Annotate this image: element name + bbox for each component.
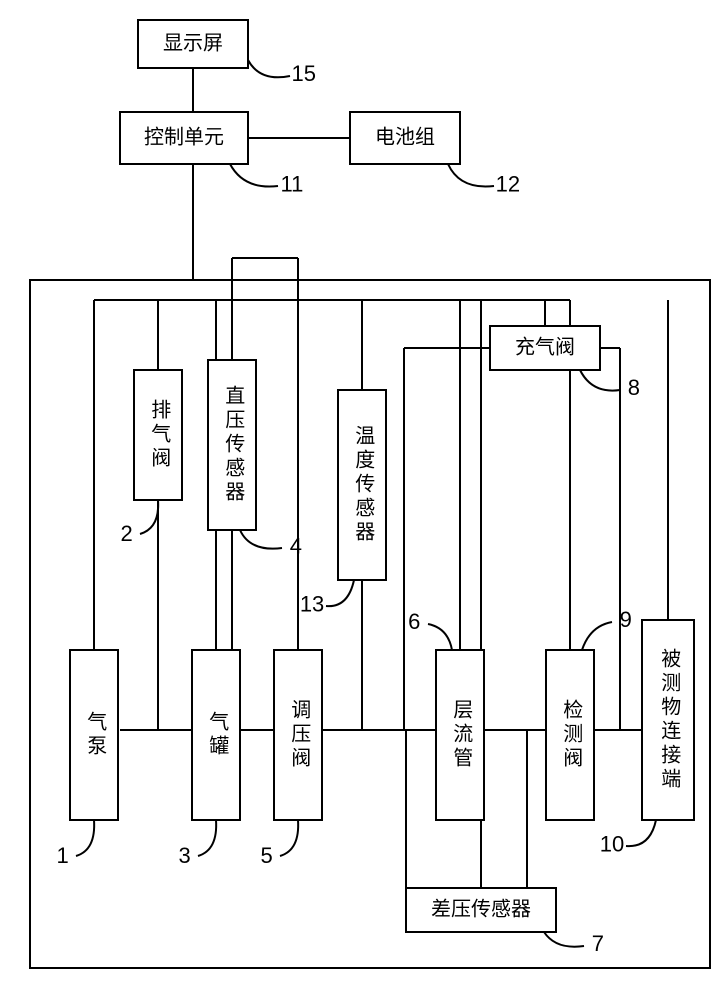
num-control: 11 bbox=[280, 171, 303, 196]
leader-detect bbox=[582, 622, 612, 650]
num-laminar: 6 bbox=[408, 609, 420, 634]
leader-control bbox=[230, 164, 278, 187]
label-dps: 直压传感器 bbox=[222, 385, 245, 505]
label-temp: 温度传感器 bbox=[352, 425, 375, 545]
num-detect: 9 bbox=[620, 607, 632, 632]
num-battery: 12 bbox=[496, 171, 520, 196]
leader-dut bbox=[626, 820, 656, 846]
leader-diffp bbox=[544, 932, 584, 947]
leader-exhaust bbox=[140, 500, 158, 534]
leader-regulator bbox=[280, 820, 298, 856]
num-diffp: 7 bbox=[592, 931, 604, 956]
label-charge: 充气阀 bbox=[515, 335, 575, 358]
leader-pump bbox=[76, 820, 94, 856]
leader-tank bbox=[198, 820, 216, 856]
leader-battery bbox=[448, 164, 494, 187]
num-display: 15 bbox=[291, 61, 315, 86]
label-pump: 气泵 bbox=[84, 711, 107, 759]
label-control: 控制单元 bbox=[144, 125, 224, 148]
label-battery: 电池组 bbox=[375, 125, 435, 148]
num-pump: 1 bbox=[56, 843, 68, 868]
label-diffp: 差压传感器 bbox=[431, 897, 531, 920]
num-dps: 4 bbox=[290, 533, 302, 558]
num-tank: 3 bbox=[178, 843, 190, 868]
num-dut: 10 bbox=[600, 831, 624, 856]
num-exhaust: 2 bbox=[120, 521, 132, 546]
label-regulator: 调压阀 bbox=[288, 699, 311, 771]
label-tank: 气罐 bbox=[206, 711, 229, 759]
num-charge: 8 bbox=[628, 375, 640, 400]
leader-temp bbox=[326, 580, 354, 606]
enclosure bbox=[30, 280, 710, 968]
label-laminar: 层流管 bbox=[450, 699, 473, 771]
label-exhaust: 排气阀 bbox=[148, 399, 171, 471]
label-detect: 检测阀 bbox=[560, 699, 583, 771]
diagram-root: 显示屏控制单元 电池组气泵 排气阀气罐 直压传感器调压阀 温度传感器层流管差压传感器 充气… bbox=[0, 0, 726, 1000]
label-display: 显示屏 bbox=[163, 32, 223, 54]
leader-laminar bbox=[428, 624, 452, 650]
num-regulator: 5 bbox=[260, 843, 272, 868]
leader-dps bbox=[240, 530, 282, 549]
leader-display bbox=[248, 60, 290, 77]
leader-charge bbox=[580, 370, 620, 391]
num-temp: 13 bbox=[300, 591, 324, 616]
label-dut: 被测物连接端 bbox=[658, 648, 681, 792]
